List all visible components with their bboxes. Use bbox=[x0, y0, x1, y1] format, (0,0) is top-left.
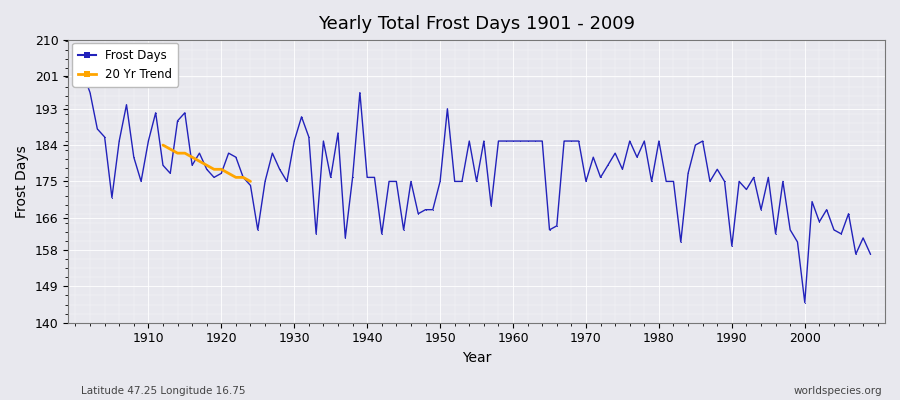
X-axis label: Year: Year bbox=[462, 351, 491, 365]
Y-axis label: Frost Days: Frost Days bbox=[15, 145, 29, 218]
Text: Latitude 47.25 Longitude 16.75: Latitude 47.25 Longitude 16.75 bbox=[81, 386, 246, 396]
Title: Yearly Total Frost Days 1901 - 2009: Yearly Total Frost Days 1901 - 2009 bbox=[318, 15, 635, 33]
Legend: Frost Days, 20 Yr Trend: Frost Days, 20 Yr Trend bbox=[72, 43, 178, 87]
Text: worldspecies.org: worldspecies.org bbox=[794, 386, 882, 396]
